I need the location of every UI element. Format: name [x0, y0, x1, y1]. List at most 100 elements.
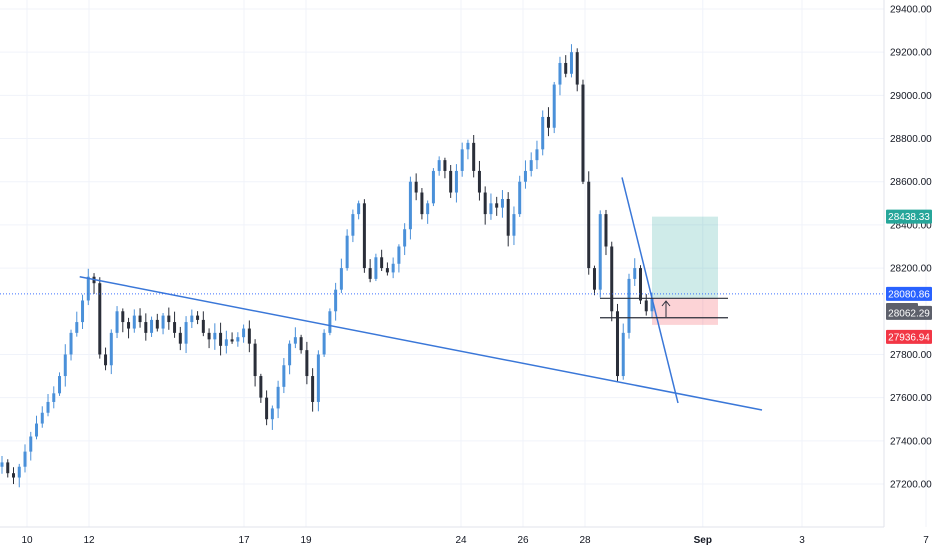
grid — [0, 0, 927, 527]
price-tick-label: 28400.00 — [890, 220, 932, 231]
time-tick-label: Sep — [694, 535, 712, 546]
candle-body — [6, 462, 10, 474]
candle-body — [46, 401, 50, 413]
candle-body — [328, 311, 332, 333]
candle-body — [638, 268, 642, 301]
candle-body — [230, 339, 234, 342]
candle-body — [322, 332, 326, 355]
candle-body — [23, 451, 27, 467]
candle-body — [397, 246, 401, 264]
price-badge-label: 27936.94 — [888, 332, 930, 343]
price-tick-label: 29400.00 — [890, 5, 932, 16]
drawings[interactable] — [79, 177, 763, 411]
candle-body — [449, 170, 453, 193]
candle-body — [374, 257, 378, 279]
candle-body — [523, 170, 527, 182]
candle-body — [380, 257, 384, 269]
candle-body — [558, 62, 562, 85]
trendline-lower — [79, 275, 763, 411]
candle-body — [627, 278, 631, 333]
price-tick-label: 28200.00 — [890, 264, 932, 275]
candle-body — [173, 322, 177, 333]
candle-body — [69, 332, 73, 355]
candle-body — [426, 203, 430, 215]
candle-body — [305, 350, 309, 377]
price-tick-label: 27400.00 — [890, 436, 932, 447]
price-tick-label: 28800.00 — [890, 134, 932, 145]
candle-body — [109, 332, 113, 366]
candle-body — [362, 203, 366, 269]
price-tick-label: 27600.00 — [890, 393, 932, 404]
candle-body — [138, 315, 142, 323]
time-tick-label: 12 — [83, 535, 95, 546]
candle-body — [184, 322, 188, 344]
price-badge — [886, 329, 932, 344]
position-tool[interactable] — [652, 216, 718, 325]
candle-body — [650, 298, 654, 312]
candle-body — [219, 332, 223, 346]
candle-body — [12, 473, 16, 478]
candle-body — [247, 328, 251, 344]
candle-body — [155, 319, 159, 329]
candle-body — [610, 246, 614, 312]
candle-body — [236, 337, 240, 342]
candle-body — [541, 116, 545, 150]
price-badge-label: 28062.29 — [888, 308, 930, 319]
candle-body — [552, 84, 556, 128]
candle-body — [621, 332, 625, 377]
candle-body — [167, 315, 171, 323]
candle-body — [587, 181, 591, 269]
candle-body — [104, 354, 108, 366]
candle-body — [213, 332, 217, 340]
candle-body — [368, 268, 372, 279]
candle-body — [293, 337, 297, 344]
candle-body — [512, 214, 516, 236]
candle-body — [420, 192, 424, 215]
candle-body — [581, 84, 585, 182]
candle-body — [472, 142, 476, 171]
price-axis[interactable]: 29400.00 29200.00 29000.00 28800.00 28600.00… — [883, 0, 932, 527]
candle-body — [454, 170, 458, 193]
candle-body — [35, 423, 39, 437]
candles — [0, 44, 654, 488]
candle-body — [196, 315, 200, 320]
candle-body — [63, 354, 67, 377]
candle-body — [115, 311, 119, 333]
price-badge-label: 28080.86 — [888, 289, 930, 300]
price-tick-label: 28600.00 — [890, 177, 932, 188]
candle-body — [150, 319, 154, 333]
time-tick-label: 24 — [455, 535, 467, 546]
candle-body — [161, 315, 165, 329]
candle-body — [58, 376, 62, 394]
candle-body — [351, 214, 355, 236]
candle-body — [604, 214, 608, 247]
time-tick-label: 28 — [579, 535, 591, 546]
candle-body — [132, 315, 136, 329]
time-tick-label: 10 — [21, 535, 33, 546]
candle-body — [633, 268, 637, 279]
candle-body — [644, 300, 648, 312]
candle-body — [357, 203, 361, 215]
candle-body — [460, 149, 464, 171]
candle-body — [431, 170, 435, 204]
candle-body — [489, 203, 493, 215]
candle-body — [29, 436, 33, 452]
candle-body — [178, 332, 182, 344]
candle-body — [270, 408, 274, 420]
candle-body — [598, 214, 602, 290]
candle-body — [575, 52, 579, 85]
time-tick-label: 17 — [238, 535, 250, 546]
candle-body — [299, 337, 303, 351]
candle-body — [466, 142, 470, 150]
candle-body — [500, 199, 504, 208]
arrow-icon — [661, 300, 671, 317]
candle-body — [615, 311, 619, 377]
candle-body — [477, 170, 481, 193]
candle-body — [224, 339, 228, 346]
price-badge — [886, 305, 932, 320]
time-axis[interactable]: 10121719242628Sep3791416 — [0, 526, 932, 546]
candle-body — [81, 300, 85, 323]
